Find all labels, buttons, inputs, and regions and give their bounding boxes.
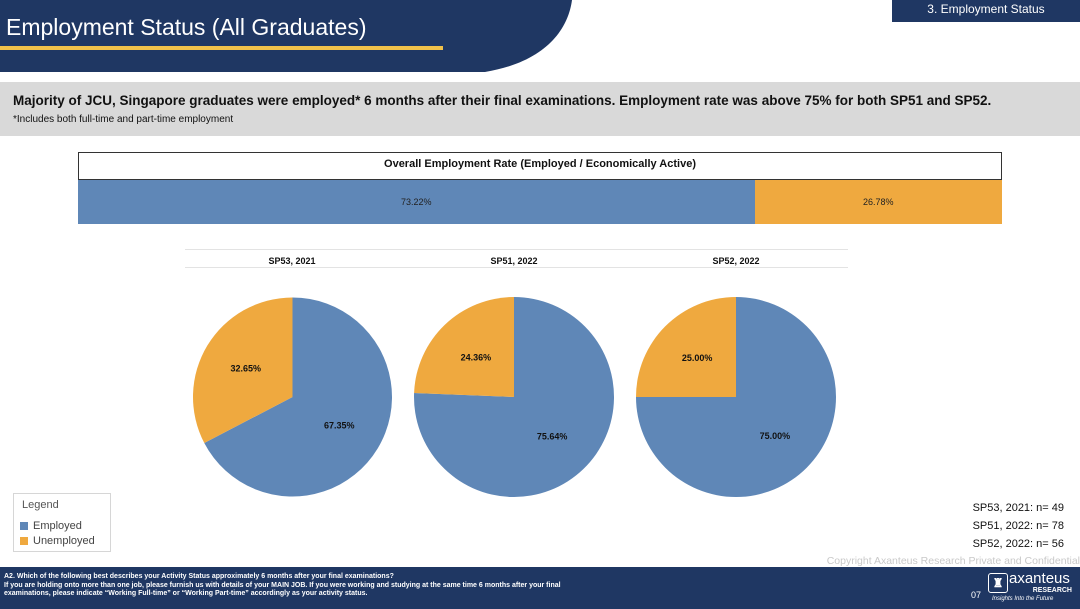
legend-item-unemployed: Unemployed bbox=[20, 535, 95, 547]
overall-chart-title: Overall Employment Rate (Employed / Econ… bbox=[384, 158, 696, 170]
page-title: Employment Status (All Graduates) bbox=[6, 14, 367, 40]
pie-slice-unemployed bbox=[414, 297, 514, 397]
lion-icon: ♜ bbox=[988, 573, 1008, 593]
pie-header-top-rule bbox=[185, 249, 848, 250]
summary-headline: Majority of JCU, Singapore graduates wer… bbox=[13, 93, 992, 108]
logo-name: axanteus bbox=[1009, 570, 1070, 587]
page-number: 07 bbox=[971, 590, 982, 600]
legend-swatch-employed bbox=[20, 522, 28, 530]
footer-bar bbox=[0, 567, 1080, 609]
pie-chart-sp53-2021: 67.35% 32.65% bbox=[193, 297, 392, 497]
pie-chart-sp51-2022: 75.64% 24.36% bbox=[414, 297, 614, 497]
legend-title: Legend bbox=[22, 499, 59, 511]
axanteus-logo: ♜ axanteus RESEARCH Insights Into the Fu… bbox=[988, 571, 1076, 605]
footer-question-line: examinations, please indicate “Working F… bbox=[4, 590, 368, 597]
bar-segment-unemployed: 26.78% bbox=[754, 180, 1002, 224]
overall-chart-title-box bbox=[78, 152, 1002, 180]
pie-label-employed: 75.64% bbox=[537, 432, 568, 442]
pie-title-sp53-2021: SP53, 2021 bbox=[268, 256, 316, 266]
logo-tagline: Insights Into the Future bbox=[992, 596, 1054, 602]
sample-size-sp51-2022: SP51, 2022: n= 78 bbox=[972, 520, 1064, 532]
pie-header-bottom-rule bbox=[185, 267, 848, 268]
legend-item-employed: Employed bbox=[20, 520, 82, 532]
pie-label-employed: 75.00% bbox=[760, 431, 791, 441]
pie-chart-sp52-2022: 75.00% 25.00% bbox=[636, 297, 836, 497]
sample-size-sp52-2022: SP52, 2022: n= 56 bbox=[972, 538, 1064, 550]
copyright-notice: Copyright Axanteus Research Private and … bbox=[826, 555, 1080, 567]
legend-label-unemployed: Unemployed bbox=[33, 535, 95, 547]
legend-label-employed: Employed bbox=[33, 520, 82, 532]
bar-label-employed: 73.22% bbox=[401, 197, 432, 207]
pie-slice-unemployed bbox=[636, 297, 736, 397]
pie-label-unemployed: 32.65% bbox=[230, 364, 261, 374]
bar-label-unemployed: 26.78% bbox=[863, 197, 894, 207]
footer-question-line: A2. Which of the following best describe… bbox=[4, 573, 394, 580]
pie-label-unemployed: 25.00% bbox=[682, 353, 713, 363]
logo-subtitle: RESEARCH bbox=[1032, 587, 1072, 594]
pie-slice-employed bbox=[204, 297, 392, 497]
legend-swatch-unemployed bbox=[20, 537, 28, 545]
sample-size-sp53-2021: SP53, 2021: n= 49 bbox=[972, 502, 1064, 514]
pie-title-sp52-2022: SP52, 2022 bbox=[712, 256, 760, 266]
pie-title-sp51-2022: SP51, 2022 bbox=[490, 256, 538, 266]
pie-label-employed: 67.35% bbox=[324, 420, 355, 430]
overall-stacked-bar: 73.22% 26.78% bbox=[78, 180, 1002, 224]
header-background bbox=[0, 0, 572, 72]
legend-box bbox=[13, 493, 111, 552]
summary-banner bbox=[0, 82, 1080, 136]
title-underline bbox=[0, 46, 443, 50]
footer-question: A2. Which of the following best describe… bbox=[4, 573, 784, 599]
bar-segment-employed: 73.22% bbox=[78, 180, 755, 224]
section-tag: 3. Employment Status bbox=[892, 0, 1080, 22]
summary-footnote: *Includes both full-time and part-time e… bbox=[13, 114, 234, 125]
pie-slice-unemployed bbox=[193, 297, 293, 444]
footer-question-line: If you are holding onto more than one jo… bbox=[4, 581, 561, 589]
pie-label-unemployed: 24.36% bbox=[461, 352, 492, 362]
